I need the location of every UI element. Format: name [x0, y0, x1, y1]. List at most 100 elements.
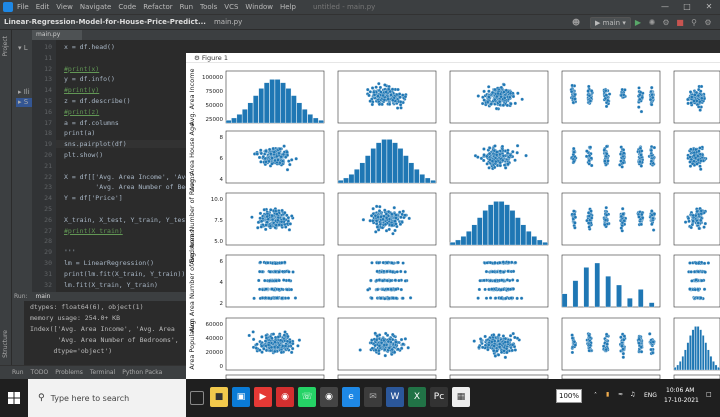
start-button[interactable] [0, 379, 28, 417]
scatter-point [283, 155, 288, 159]
user-icon[interactable]: ☻ [571, 18, 581, 27]
close-icon[interactable]: ✕ [705, 2, 713, 11]
excel-icon[interactable]: X [408, 387, 426, 407]
maximize-icon[interactable]: □ [683, 2, 691, 11]
wifi-icon[interactable]: ≈ [618, 391, 624, 398]
clock-time[interactable]: 10:06 AM [666, 387, 695, 394]
histogram-bar [536, 239, 543, 246]
scatter-point [290, 346, 295, 351]
edge-icon[interactable]: e [342, 387, 360, 407]
menu-help[interactable]: Help [280, 3, 296, 11]
histogram-bar [274, 79, 281, 124]
taskbar-search-box[interactable]: ⚲ Type here to search [28, 379, 186, 417]
scatter-point [250, 215, 254, 219]
scatter-point [283, 211, 287, 215]
scatter-point [391, 332, 395, 337]
code-editor[interactable]: x = df.head() #print(x) y = df.info() #prin… [56, 40, 186, 292]
word-icon[interactable]: W [386, 387, 404, 407]
scatter-point [401, 296, 405, 300]
store-icon[interactable]: ▣ [232, 387, 250, 407]
figure-app-icon[interactable]: ▦ [452, 387, 470, 407]
scatter-point [493, 87, 497, 92]
battery-icon[interactable]: ▮ [606, 391, 610, 398]
tree-node[interactable]: ▾ L [18, 44, 28, 52]
menu-window[interactable]: Window [245, 3, 274, 11]
scatter-point [637, 215, 641, 219]
zoom-level[interactable]: 100% [556, 389, 582, 403]
scatter-point [383, 208, 387, 212]
scatter-point [496, 353, 501, 357]
breadcrumb-file[interactable]: main.py [213, 18, 243, 26]
histogram-bar [455, 239, 461, 246]
menu-vcs[interactable]: VCS [224, 3, 239, 11]
structure-tool-icon[interactable]: Structure [2, 330, 9, 358]
stop-icon[interactable]: ■ [676, 18, 684, 27]
debug-icon[interactable]: ✺ [648, 18, 656, 27]
histogram-bar [542, 242, 548, 246]
scatter-point [699, 167, 703, 171]
histogram-bar [709, 356, 713, 371]
minimize-icon[interactable]: — [661, 2, 669, 11]
run-config-dropdown[interactable]: ▶ main ▾ [590, 17, 631, 29]
chrome-icon[interactable]: ◉ [276, 387, 294, 407]
run-icon[interactable]: ▶ [634, 18, 642, 27]
pycharm-icon[interactable]: Pc [430, 387, 448, 407]
menu-navigate[interactable]: Navigate [79, 3, 112, 11]
menu-tools[interactable]: Tools [200, 3, 218, 11]
tree-node[interactable]: ▸ Ili [18, 88, 30, 96]
menu-edit[interactable]: Edit [35, 3, 50, 11]
scatter-point [368, 90, 373, 94]
coverage-icon[interactable]: ⚙ [662, 18, 670, 27]
tab-terminal[interactable]: Terminal [89, 369, 116, 376]
scatter-point [270, 156, 274, 160]
whatsapp-icon[interactable]: ☏ [298, 387, 316, 407]
scatter-point [501, 154, 506, 158]
mail-icon[interactable]: ✉ [364, 387, 382, 407]
run-config-tab[interactable]: main [35, 293, 51, 300]
scatter-point [375, 334, 380, 338]
language-indicator[interactable]: ENG [644, 392, 657, 399]
notifications-icon[interactable]: □ [706, 391, 712, 398]
task-view-icon[interactable] [190, 391, 204, 405]
file-explorer-icon[interactable]: ■ [210, 387, 228, 407]
tab-problems[interactable]: Problems [55, 369, 83, 376]
code-line: X_train, X_test, Y_train, Y_test [64, 215, 186, 224]
search-icon[interactable]: ⚲ [691, 18, 697, 27]
settings-icon[interactable]: ⚙ [704, 18, 712, 27]
scatter-point [688, 155, 692, 159]
scatter-point [403, 94, 408, 99]
figure-window[interactable]: ⚙ Figure 1 Avg. Area Income 100000 75000 50… [186, 53, 720, 379]
chevron-up-icon[interactable]: ˄ [594, 392, 597, 399]
menu-run[interactable]: Run [179, 3, 194, 11]
scatter-point [283, 344, 288, 348]
menu-refactor[interactable]: Refactor [143, 3, 173, 11]
menu-file[interactable]: File [17, 3, 29, 11]
subplot-frame [561, 130, 661, 184]
scatter-point [513, 260, 518, 265]
scatter-point [587, 153, 592, 158]
scatter-point [259, 148, 263, 152]
run-console[interactable]: dtypes: float64(6), object(1) memory usag… [24, 301, 186, 365]
scatter-point [384, 90, 388, 94]
scatter-point [377, 348, 381, 353]
scatter-point [572, 209, 576, 213]
camera-icon[interactable]: ◉ [320, 387, 338, 407]
breadcrumb-project[interactable]: Linear-Regression-Model-for-House-Price-… [4, 18, 206, 26]
tree-node[interactable]: ▸ S [18, 98, 29, 106]
tab-main-py[interactable]: main.py [32, 30, 82, 40]
tab-todo[interactable]: TODO [30, 369, 49, 376]
menu-code[interactable]: Code [118, 3, 137, 11]
scatter-point [382, 343, 387, 347]
histogram-bar [449, 242, 456, 246]
search-icon: ⚲ [38, 393, 45, 403]
tab-run[interactable]: Run [12, 369, 24, 376]
run-header-label: Run: [14, 293, 28, 300]
clock-date[interactable]: 17-10-2021 [664, 397, 699, 404]
scatter-point [264, 149, 268, 153]
youtube-icon[interactable]: ▶ [254, 387, 272, 407]
tab-python-packages[interactable]: Python Packa [122, 369, 163, 376]
scatter-point [650, 85, 654, 90]
project-tool-icon[interactable]: Project [2, 36, 9, 57]
menu-view[interactable]: View [56, 3, 73, 11]
volume-icon[interactable]: ♫ [630, 391, 636, 398]
